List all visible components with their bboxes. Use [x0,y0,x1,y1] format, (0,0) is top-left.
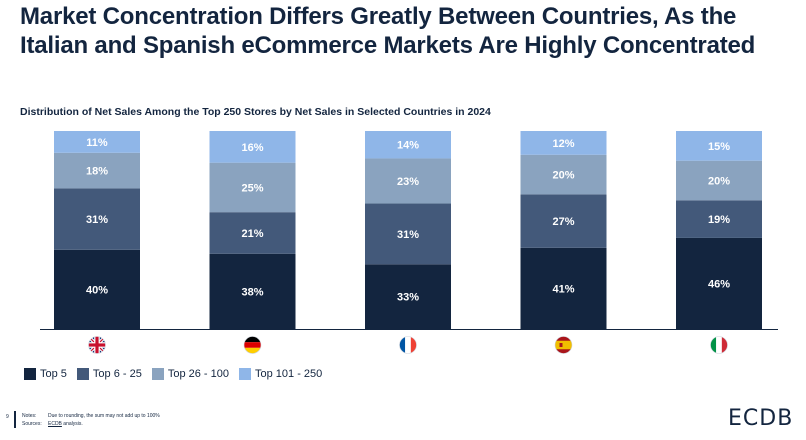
legend-item: Top 5 [24,368,67,380]
legend-swatch [151,368,164,380]
legend-item: Top 101 - 250 [239,368,322,380]
bar-segment [676,200,762,238]
data-label: 31% [397,229,419,241]
legend-swatch [239,368,251,380]
legend-item: Top 26 - 100 [151,368,229,380]
data-label: 15% [708,141,730,153]
bar-segment [54,152,140,189]
flag-germany-icon [244,336,261,354]
flag-ring [243,336,262,354]
data-label: 25% [241,182,263,194]
legend-label: Top 6 - 25 [92,368,142,380]
sources-link[interactable]: ECDB [48,421,62,427]
flag-ring [88,336,106,354]
data-label: 11% [86,137,108,149]
sources-text: analysis. [61,421,83,427]
legend-swatch [76,368,89,380]
bar-segment [520,131,607,155]
data-label: 31% [86,214,108,226]
data-label: 16% [241,142,263,154]
bar-segment [520,247,607,329]
page-title: Market Concentration Differs Greatly Bet… [20,3,756,59]
footnotes: Notes: Due to rounding, the sum may not a… [22,412,160,428]
flag-ring [710,336,728,354]
data-label: 41% [552,283,574,295]
flag-ring [399,336,417,354]
bar-segment [209,162,296,213]
data-label: 23% [397,176,419,188]
data-label: 20% [708,176,730,188]
data-label: 46% [708,278,730,290]
bar-segment [676,237,762,329]
bar-segment [54,131,140,153]
bar-segment [365,131,451,159]
chart-title: Distribution of Net Sales Among the Top … [20,106,491,118]
data-label: 38% [241,286,263,298]
notes-text: Due to rounding, the sum may not add up … [48,413,160,419]
bar-segment [209,131,296,163]
data-label: 20% [552,170,574,182]
data-label: 33% [397,292,419,304]
bar-segment [54,188,140,250]
flag-france-icon [399,336,417,354]
brand-logo: ECDB [728,406,794,431]
bar-segment [54,249,140,329]
bar-segment [365,264,451,329]
footer-divider [14,411,16,428]
sources-label: Sources: [22,421,42,427]
data-label: 19% [708,214,730,226]
notes-label: Notes: [22,413,37,419]
data-label: 14% [397,140,419,152]
data-label: 12% [552,138,574,150]
flag-uk-icon [88,336,106,354]
legend-label: Top 5 [40,368,67,380]
bar-segment [520,194,607,248]
bar-segment [676,160,762,201]
bar-segment [209,212,296,254]
bar-segment [676,131,762,161]
bar-segment [365,158,451,204]
legend-label: Top 101 - 250 [255,368,323,380]
legend-label: Top 26 - 100 [167,368,229,380]
data-label: 21% [241,228,263,240]
data-label: 40% [86,284,108,296]
data-label: 18% [86,166,108,178]
chart-legend: Top 5 Top 6 - 25 Top 26 - 100 Top 101 - 250 [24,368,322,380]
flag-spain-icon [555,336,572,354]
legend-swatch [24,368,36,380]
bar-segment [520,154,607,195]
bar-segment [365,203,451,265]
page-number: 9 [6,414,9,420]
flag-ring [554,336,573,354]
bar-segment [209,253,296,329]
legend-item: Top 6 - 25 [76,368,142,380]
flag-italy-icon [710,336,728,354]
data-label: 27% [552,216,574,228]
